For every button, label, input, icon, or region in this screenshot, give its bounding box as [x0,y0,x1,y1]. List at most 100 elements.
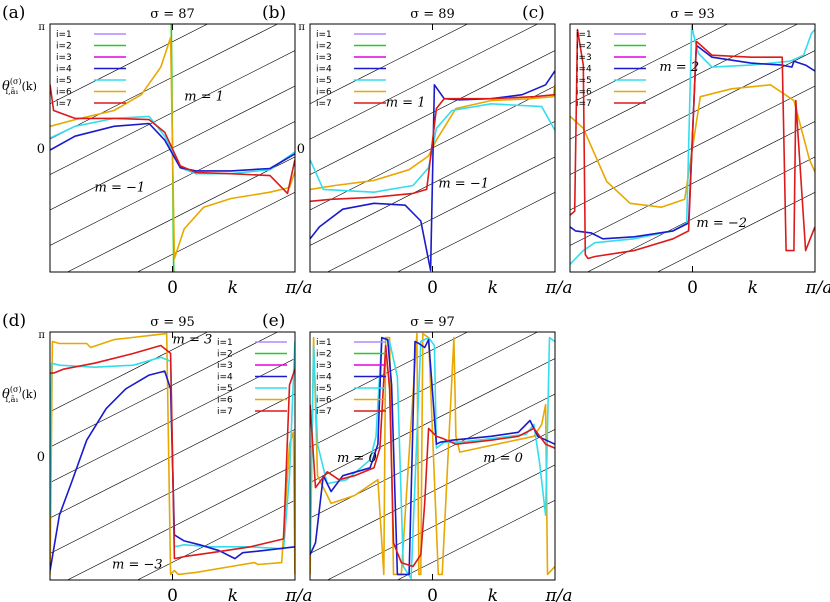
series-line-i=4 [310,336,555,576]
series-line-i=7 [50,84,295,195]
x-tick-label: 0 [687,278,698,298]
guide-line [586,156,815,272]
x-axis-label: k [488,278,498,298]
legend-label: i=1 [316,338,332,348]
x-axis-label: k [488,586,498,602]
legend-label: i=2 [56,42,72,52]
annotation: m = −3 [112,557,163,572]
series-group [50,332,295,576]
series-line-i=6 [310,84,555,191]
panel-title: σ = 97 [410,315,455,330]
annotation: m = 1 [184,90,224,105]
series-line-i=6 [50,332,295,576]
legend-label: i=2 [576,42,592,52]
legend-label: i=3 [316,53,332,63]
panel-title: σ = 95 [150,315,195,330]
legend-label: i=6 [316,88,332,98]
legend-label: i=7 [316,407,332,417]
legend: i=1 i=2i=3 i=4i=5 i=6i=7 [217,338,287,417]
panel-label: (b) [262,3,286,23]
legend-label: i=1 [56,30,72,40]
series-line-i=6 [310,332,555,576]
legend-label: i=4 [316,373,332,383]
panel-label: (d) [2,311,26,331]
y-tick-label: 0 [37,450,45,465]
legend-label: i=4 [56,65,72,75]
guide-line [50,24,209,104]
guide-line [310,429,555,554]
guide-lines [310,332,555,580]
y-tick-label: π [298,22,305,33]
x-tick-label: π/a [284,278,312,298]
series-group [310,70,555,272]
guide-line [310,332,469,412]
guide-line [326,464,555,580]
annotation: m = 1 [386,96,426,111]
panel-title: σ = 89 [410,7,455,22]
legend-label: i=7 [217,407,233,417]
guide-line [396,500,555,580]
legend-label: i=7 [316,99,332,109]
guide-line [570,24,729,104]
x-axis-label: k [748,278,758,298]
legend-label: i=7 [56,99,72,109]
series-line-i=7 [570,28,815,260]
legend-label: i=5 [217,384,233,394]
series-line-i=6 [50,36,295,260]
legend-label: i=2 [316,42,332,52]
legend-label: i=1 [316,30,332,40]
annotation: m = 0 [483,451,523,466]
legend: i=1 i=2i=3 i=4i=5 i=6i=7 [56,30,126,109]
panel-label: (e) [262,311,285,331]
panel-2: (b) σ = 89 π 0 0 π/a k m = 1 m = −1 i=1 i=2i=3 i=4 i… [262,3,573,298]
guide-line [310,50,555,175]
guide-line [570,121,815,246]
legend-label: i=6 [217,396,233,406]
legend-label: i=7 [576,99,592,109]
legend-label: i=4 [316,65,332,75]
legend: i=1 i=2i=3 i=4i=5 i=6i=7 [576,30,646,109]
series-line-i=4 [50,122,295,172]
series-line-i=5 [50,115,295,175]
y-tick-label: π [38,330,45,341]
legend-label: i=2 [316,350,332,360]
guide-line [310,24,469,104]
legend-label: i=3 [217,361,233,371]
x-tick-label: π/a [284,586,312,602]
guide-line [396,192,555,272]
y-axis-label-bottom: θ(σ) i,ā₁ (k) [2,385,37,404]
legend-label: i=5 [56,76,72,86]
x-axis-label: k [228,278,238,298]
guide-line [66,464,295,580]
legend-label: i=4 [217,373,233,383]
series-line-i=7 [310,344,555,568]
x-tick-label: 0 [427,586,438,602]
y-tick-label: π [38,22,45,33]
x-tick-label: 0 [167,586,178,602]
annotation: m = −2 [696,216,747,231]
legend-label: i=5 [316,384,332,394]
x-tick-label: 0 [167,278,178,298]
legend-label: i=1 [217,338,233,348]
guide-line [136,192,295,272]
annotation: m = −1 [438,176,489,191]
series-group [310,332,555,580]
x-tick-label: π/a [544,278,572,298]
guide-line [50,332,279,448]
legend-label: i=6 [56,88,72,98]
x-tick-label: 0 [427,278,438,298]
series-line-i=7 [310,93,555,203]
legend-label: i=6 [576,88,592,98]
guide-line [326,156,555,272]
panel-3: (c) σ = 93 0 π/a k m = 2 m = −2 i=1 i=2i=3 i=4i=5… [522,3,830,298]
series-line-i=5 [310,336,555,580]
y-tick-label: 0 [297,142,305,157]
guide-line [570,24,799,140]
annotation: m = −1 [95,180,146,195]
guide-line [310,24,539,140]
guide-line [136,500,295,580]
x-axis-label: k [228,586,238,602]
